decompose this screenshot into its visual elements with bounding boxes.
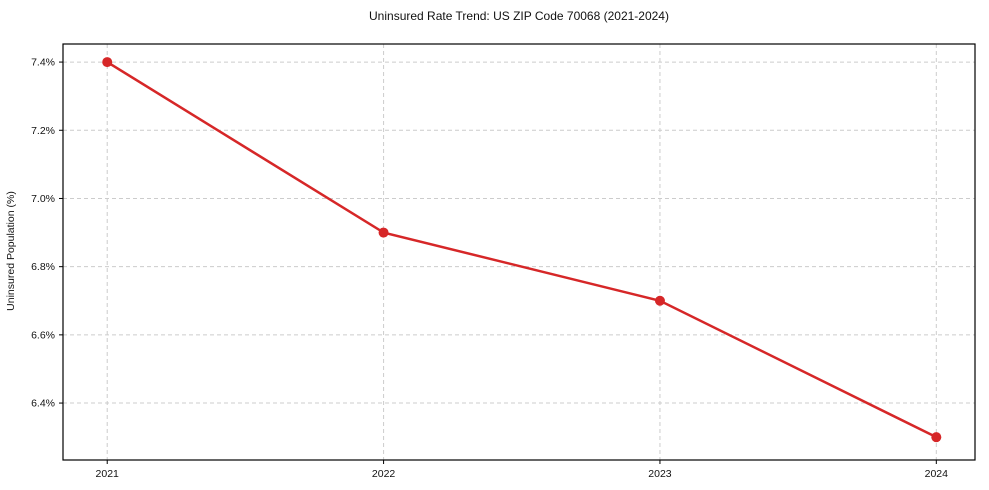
y-tick-label: 6.8% — [31, 261, 55, 273]
y-tick-label: 7.2% — [31, 125, 55, 137]
y-tick-label: 6.4% — [31, 398, 55, 410]
trend-line — [105, 60, 938, 439]
data-point-marker — [378, 227, 389, 238]
y-tick-label: 7.0% — [31, 193, 55, 205]
chart-title: Uninsured Rate Trend: US ZIP Code 70068 … — [369, 9, 669, 23]
y-tick-label: 7.4% — [31, 57, 55, 69]
plot-frame — [62, 43, 976, 461]
x-tick-label: 2023 — [648, 468, 672, 480]
x-tick-label: 2024 — [925, 468, 949, 480]
x-tick-label: 2021 — [96, 468, 120, 480]
data-point-marker — [102, 57, 113, 68]
data-point-marker — [931, 432, 942, 443]
data-point-marker — [654, 295, 665, 306]
x-tick-label: 2022 — [372, 468, 396, 480]
y-tick-label: 6.6% — [31, 329, 55, 341]
